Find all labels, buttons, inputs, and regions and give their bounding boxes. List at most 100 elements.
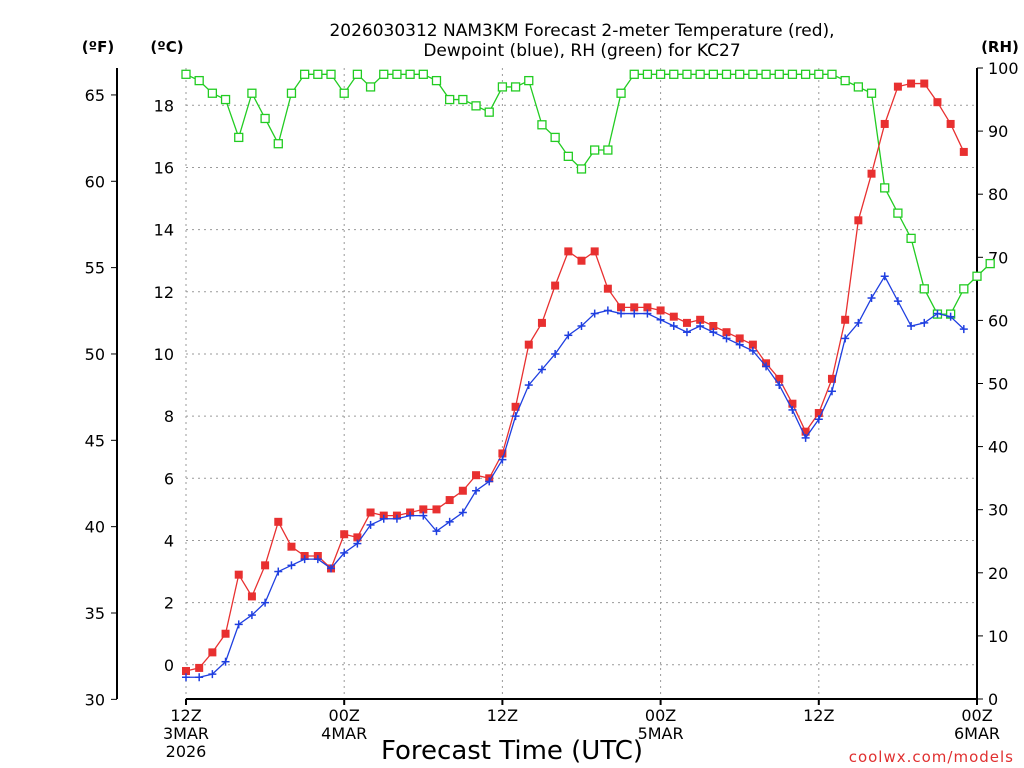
dewpoint-point <box>458 508 467 517</box>
rh-point <box>840 75 850 86</box>
dewpoint-point <box>379 514 388 523</box>
temperature-point <box>472 471 481 480</box>
rh-point <box>194 75 204 86</box>
dewpoint-point <box>959 325 968 334</box>
rh-tick-label: 20 <box>988 564 1008 583</box>
rh-point <box>405 69 415 79</box>
rh-point <box>260 113 270 124</box>
rh-tick-label: 0 <box>988 690 998 709</box>
rh-tick-label: 100 <box>988 59 1019 78</box>
rh-point <box>787 69 798 79</box>
dewpoint-point <box>445 517 454 526</box>
rh-point <box>537 120 547 130</box>
fahrenheit-tick-label: 30 <box>85 690 105 709</box>
rh-point <box>919 284 929 294</box>
dewpoint-point <box>748 346 757 355</box>
credit-text: coolwx.com/models <box>849 748 1014 766</box>
temperature-point <box>709 321 718 330</box>
rh-point <box>563 151 573 161</box>
fahrenheit-unit-label: (ºF) <box>82 38 114 56</box>
temperature-point <box>827 374 836 383</box>
dewpoint-point <box>617 309 626 318</box>
dewpoint-point <box>577 321 586 330</box>
x-tick-label: 00Z <box>329 706 360 725</box>
rh-point <box>431 75 442 86</box>
rh-point <box>603 145 613 155</box>
x-tick-label: 3MAR <box>163 724 209 743</box>
temperature-point <box>195 663 204 672</box>
temperature-point <box>775 374 784 383</box>
fahrenheit-tick-label: 60 <box>85 172 105 191</box>
dewpoint-point <box>669 321 678 330</box>
rh-point <box>339 88 349 98</box>
dewpoint-point <box>893 297 902 306</box>
temperature-point <box>234 570 243 579</box>
rh-tick-label: 10 <box>988 627 1008 646</box>
temperature-point <box>564 247 573 256</box>
chart-title-line-2: Dewpoint (blue), RH (green) for KC27 <box>423 41 740 61</box>
celsius-tick-label: 14 <box>154 221 174 240</box>
temperature-point <box>801 427 810 436</box>
dewpoint-point <box>551 349 560 358</box>
temperature-point <box>669 312 678 321</box>
rh-point <box>682 69 692 79</box>
rh-point <box>655 69 666 79</box>
rh-unit-label: (RH) <box>981 38 1019 56</box>
rh-point <box>524 75 534 86</box>
rh-point <box>669 69 679 79</box>
x-tick-label: 6MAR <box>954 724 1000 743</box>
rh-point <box>866 88 877 98</box>
temperature-point <box>551 281 560 290</box>
temperature-point <box>854 216 863 225</box>
temperature-point <box>261 561 270 570</box>
temperature-point <box>340 530 349 539</box>
fahrenheit-tick-label: 65 <box>85 86 105 105</box>
rh-point <box>735 69 745 79</box>
rh-point <box>893 208 903 218</box>
dewpoint-point <box>762 362 771 371</box>
temperature-point <box>247 592 256 601</box>
temperature-point <box>511 402 520 411</box>
rh-tick-label: 50 <box>988 375 1008 394</box>
x-tick-label: 2026 <box>166 742 207 761</box>
temperature-point <box>590 247 599 256</box>
dewpoint-point <box>472 486 481 495</box>
dewpoint-point <box>274 567 283 576</box>
rh-point <box>247 88 257 98</box>
temperature-point <box>643 303 652 312</box>
dewpoint-point <box>603 306 612 315</box>
dewpoint-point <box>682 328 691 337</box>
temperature-point <box>366 508 375 517</box>
temperature-point <box>867 169 876 178</box>
dewpoint-point <box>907 321 916 330</box>
temperature-point <box>814 409 823 418</box>
rh-point <box>576 164 587 174</box>
dewpoint-point <box>854 318 863 327</box>
fahrenheit-tick-label: 45 <box>85 431 105 450</box>
dewpoint-point <box>247 611 256 620</box>
x-tick-label: 12Z <box>487 706 518 725</box>
celsius-tick-label: 0 <box>164 656 174 675</box>
temperature-series <box>182 79 968 676</box>
rh-point <box>761 69 771 79</box>
rh-point <box>827 69 837 79</box>
temperature-point <box>432 505 441 514</box>
x-tick-label: 00Z <box>645 706 676 725</box>
grid-lines <box>185 68 978 699</box>
dewpoint-point <box>920 318 929 327</box>
rh-point <box>471 101 481 111</box>
rh-point <box>590 145 600 155</box>
rh-point <box>352 69 363 79</box>
temperature-point <box>722 328 731 337</box>
fahrenheit-tick-label: 55 <box>85 259 105 278</box>
dewpoint-point <box>208 670 217 679</box>
dewpoint-point <box>933 309 942 318</box>
dewpoint-point <box>406 511 415 520</box>
dewpoint-point <box>775 381 784 390</box>
temperature-point <box>182 667 190 676</box>
dewpoint-point <box>696 321 705 330</box>
temperature-point <box>617 303 626 312</box>
dewpoint-point <box>313 555 322 564</box>
temperature-point <box>735 334 744 343</box>
